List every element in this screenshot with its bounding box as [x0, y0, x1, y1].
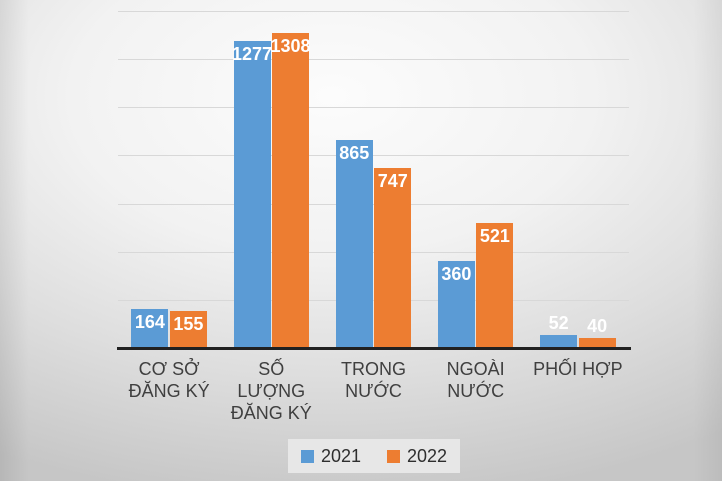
bar-value-label: 1277 [232, 43, 273, 64]
bar-value-label: 521 [479, 225, 510, 246]
bar-value-label: 155 [173, 313, 204, 334]
bar-2021-4 [540, 335, 578, 348]
bar-value-label: 1308 [270, 36, 311, 57]
category-label-4: PHỐI HỢP [527, 358, 629, 380]
x-axis-line [117, 347, 631, 350]
category-label-0: CƠ SỞ ĐĂNG KÝ [118, 358, 220, 402]
bar-value-label: 747 [377, 171, 408, 192]
category-label-line: CƠ SỞ [138, 359, 200, 379]
bar-value-label: 52 [548, 313, 569, 334]
category-label-1: SỐ LƯỢNG ĐĂNG KÝ [220, 358, 322, 424]
category-label-line: PHỐI HỢP [533, 359, 623, 379]
category-label-line: ĐĂNG KÝ [230, 403, 312, 423]
category-label-2: TRONG NƯỚC [322, 358, 424, 402]
bar-2022-4 [578, 338, 616, 348]
bar-2021-3 [437, 261, 475, 348]
category-label-line: TRONG [340, 359, 406, 379]
legend-item-2021: 2021 [300, 446, 361, 466]
legend-swatch-2021-icon [300, 449, 314, 463]
legend-swatch-2022-icon [387, 449, 400, 463]
category-label-line: LƯỢNG [237, 381, 306, 401]
bar-value-label: 40 [587, 316, 608, 337]
category-label-line: SỐ [258, 359, 285, 379]
gridline [118, 299, 629, 301]
gridline [118, 155, 629, 157]
gridline [118, 107, 629, 109]
bar-2022-2 [374, 168, 412, 348]
bar-2021-1 [233, 40, 271, 348]
bar-2021-0 [131, 308, 169, 348]
category-label-line: NƯỚC [447, 381, 505, 401]
bar-value-label: 360 [441, 264, 472, 285]
legend: 2021 2022 [288, 439, 460, 473]
gridline [118, 203, 629, 205]
category-label-line: NGOÀI [446, 359, 505, 379]
gridline [118, 11, 629, 12]
bar-2021-2 [335, 139, 373, 348]
bar-value-label: 164 [134, 311, 165, 332]
legend-item-2022: 2022 [387, 447, 447, 465]
category-label-line: NƯỚC [345, 381, 402, 401]
bar-2022-0 [169, 310, 207, 348]
category-label-line: ĐĂNG KÝ [128, 381, 210, 401]
gridline [118, 59, 629, 61]
category-label-3: NGOÀI NƯỚC [425, 358, 527, 402]
legend-label-2022: 2022 [407, 446, 448, 466]
gridline [118, 251, 629, 253]
bar-2022-1 [272, 33, 310, 348]
bar-2022-3 [476, 222, 514, 348]
bar-value-label: 865 [339, 142, 370, 163]
legend-label-2021: 2021 [320, 446, 361, 466]
